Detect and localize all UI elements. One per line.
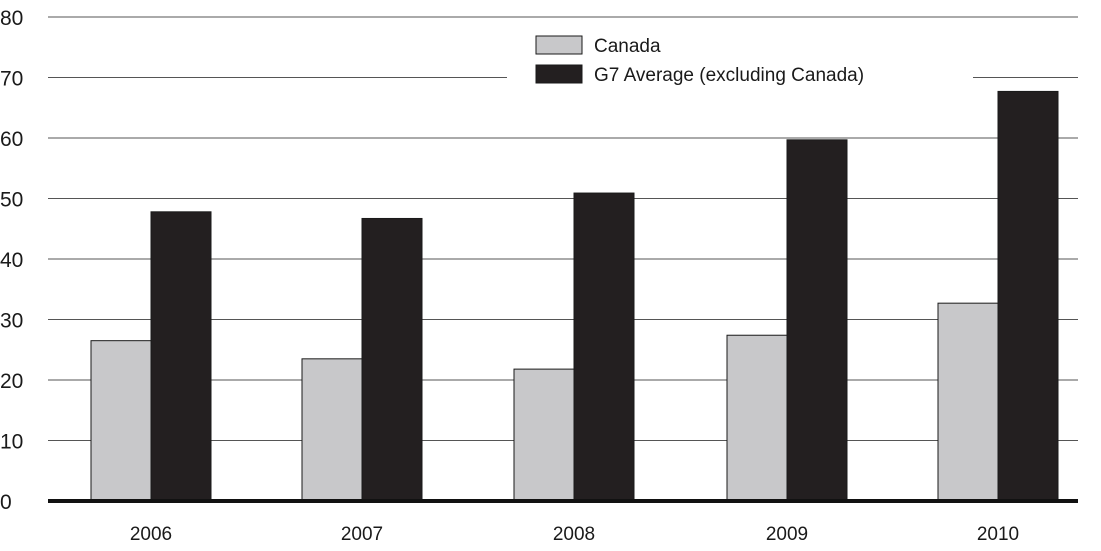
bars [90, 90, 1059, 502]
y-tick-label: 50 [0, 189, 23, 212]
y-tick-label: 70 [0, 68, 23, 91]
y-tick-label: 0 [0, 491, 12, 514]
bar-canada-2010 [937, 302, 999, 502]
bar-canada-2007 [301, 358, 363, 502]
legend-label: G7 Average (excluding Canada) [594, 65, 864, 86]
x-category-label: 2009 [766, 524, 808, 545]
bar-g7-average-2006 [150, 211, 212, 502]
y-tick-label: 30 [0, 310, 23, 333]
x-category-label: 2010 [977, 524, 1019, 545]
bar-g7-average-2009 [786, 139, 848, 502]
legend-label: Canada [594, 36, 661, 57]
gridlines [48, 16, 1078, 441]
bar-g7-average-2008 [573, 192, 635, 502]
legend: Canada G7 Average (excluding Canada) [535, 35, 864, 86]
x-axis-category-labels: 2006 2007 2008 2009 2010 [130, 524, 1019, 545]
bar-canada-2008 [513, 368, 575, 502]
y-tick-label: 20 [0, 370, 23, 393]
x-category-label: 2007 [341, 524, 383, 545]
y-axis-tick-labels: 0 10 20 30 40 50 60 70 80 [0, 7, 23, 514]
legend-swatch-g7-average [535, 64, 583, 84]
x-category-label: 2008 [553, 524, 595, 545]
y-tick-label: 10 [0, 431, 23, 454]
legend-swatch-canada [535, 35, 583, 55]
y-tick-label: 80 [0, 7, 23, 30]
bar-canada-2009 [726, 334, 788, 502]
y-tick-label: 60 [0, 128, 23, 151]
bar-canada-2006 [90, 340, 152, 502]
y-tick-label: 40 [0, 249, 23, 272]
x-category-label: 2006 [130, 524, 172, 545]
bar-g7-average-2007 [361, 217, 423, 502]
bar-g7-average-2010 [997, 90, 1059, 502]
